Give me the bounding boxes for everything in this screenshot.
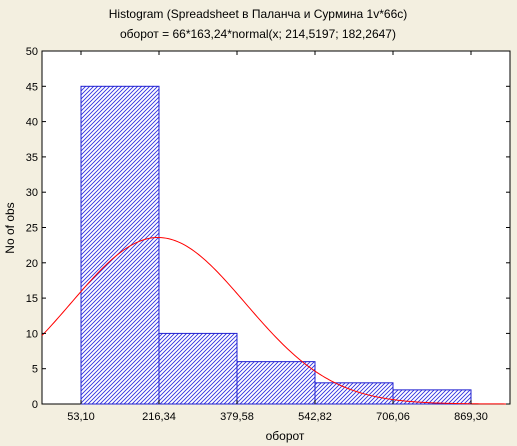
- x-tick-label: 216,34: [142, 411, 176, 423]
- histogram-bar-1: [80, 85, 160, 405]
- bars-layer: [80, 85, 472, 405]
- y-axis-label: No of obs: [3, 202, 17, 253]
- x-axis-label: оборот: [266, 429, 305, 443]
- y-tick-label: 45: [26, 81, 38, 93]
- y-tick-label: 25: [26, 223, 38, 235]
- normal-fit-curve: [41, 237, 510, 405]
- x-tick-label: 542,82: [298, 411, 332, 423]
- histogram-bar-3: [236, 361, 316, 405]
- y-tick-label: 30: [26, 187, 38, 199]
- y-tick-label: 20: [26, 258, 38, 270]
- y-tick-label: 10: [26, 328, 38, 340]
- y-tick-label: 50: [26, 46, 38, 58]
- x-tick-label: 53,10: [67, 411, 95, 423]
- chart-title: Histogram (Spreadsheet в Паланча и Сурми…: [109, 7, 407, 21]
- y-tick-label: 5: [32, 364, 38, 376]
- x-tick-label: 706,06: [376, 411, 410, 423]
- chart-subtitle: оборот = 66*163,24*normal(x; 214,5197; 1…: [120, 27, 396, 41]
- histogram-bar-4: [314, 382, 394, 405]
- histogram-bar-2: [158, 332, 238, 405]
- y-tick-label: 0: [32, 399, 38, 411]
- y-tick-label: 40: [26, 117, 38, 129]
- y-axis: 0 5 10 15 20 25 30 35 40 45 50: [26, 46, 510, 411]
- histogram-bar-5: [392, 389, 472, 405]
- y-tick-label: 35: [26, 152, 38, 164]
- x-tick-label: 869,30: [454, 411, 488, 423]
- x-axis: 53,10 216,34 379,58 542,82 706,06 869,30: [67, 51, 488, 423]
- y-tick-label: 15: [26, 293, 38, 305]
- x-tick-label: 379,58: [220, 411, 254, 423]
